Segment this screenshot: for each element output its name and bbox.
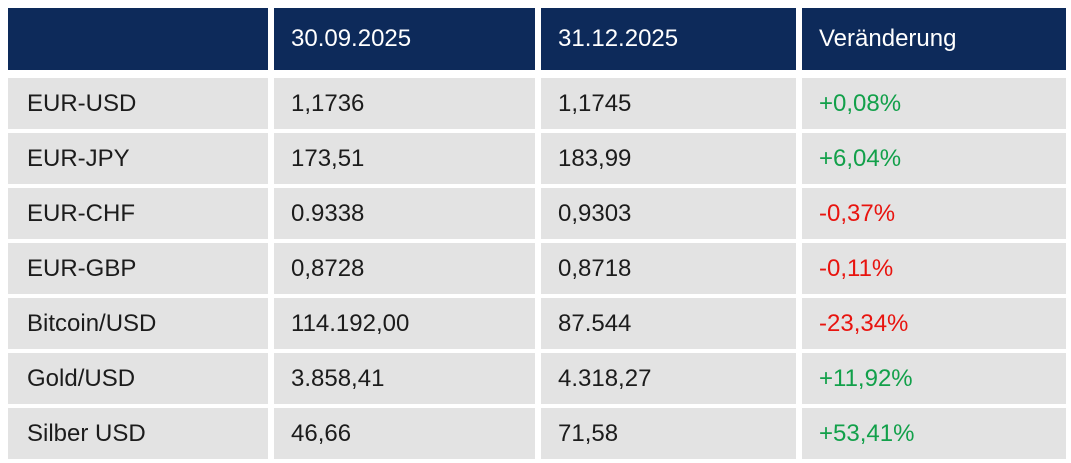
instrument-label: Bitcoin/USD bbox=[8, 298, 268, 349]
value-start: 1,1736 bbox=[274, 78, 535, 129]
value-end: 71,58 bbox=[541, 408, 796, 459]
change-value: +53,41% bbox=[802, 408, 1066, 459]
value-start: 46,66 bbox=[274, 408, 535, 459]
value-start: 3.858,41 bbox=[274, 353, 535, 404]
table-header-row: 30.09.2025 31.12.2025 Veränderung bbox=[8, 8, 1066, 70]
instrument-label: Silber USD bbox=[8, 408, 268, 459]
header-cell-change: Veränderung bbox=[802, 8, 1066, 70]
value-end: 0,9303 bbox=[541, 188, 796, 239]
table-row: Gold/USD 3.858,41 4.318,27 +11,92% bbox=[8, 353, 1066, 404]
value-start: 0.9338 bbox=[274, 188, 535, 239]
value-end: 1,1745 bbox=[541, 78, 796, 129]
instrument-label: EUR-JPY bbox=[8, 133, 268, 184]
instrument-label: Gold/USD bbox=[8, 353, 268, 404]
value-end: 4.318,27 bbox=[541, 353, 796, 404]
change-value: -0,11% bbox=[802, 243, 1066, 294]
table-row: Bitcoin/USD 114.192,00 87.544 -23,34% bbox=[8, 298, 1066, 349]
change-value: +6,04% bbox=[802, 133, 1066, 184]
value-end: 87.544 bbox=[541, 298, 796, 349]
table-row: Silber USD 46,66 71,58 +53,41% bbox=[8, 408, 1066, 459]
instrument-label: EUR-USD bbox=[8, 78, 268, 129]
instrument-label: EUR-CHF bbox=[8, 188, 268, 239]
change-value: -23,34% bbox=[802, 298, 1066, 349]
instrument-label: EUR-GBP bbox=[8, 243, 268, 294]
value-start: 0,8728 bbox=[274, 243, 535, 294]
table-row: EUR-GBP 0,8728 0,8718 -0,11% bbox=[8, 243, 1066, 294]
table-body: EUR-USD 1,1736 1,1745 +0,08% EUR-JPY 173… bbox=[8, 78, 1066, 459]
value-end: 0,8718 bbox=[541, 243, 796, 294]
table-row: EUR-JPY 173,51 183,99 +6,04% bbox=[8, 133, 1066, 184]
value-start: 173,51 bbox=[274, 133, 535, 184]
value-end: 183,99 bbox=[541, 133, 796, 184]
change-value: +0,08% bbox=[802, 78, 1066, 129]
header-cell-empty bbox=[8, 8, 268, 70]
change-value: -0,37% bbox=[802, 188, 1066, 239]
header-cell-date-end: 31.12.2025 bbox=[541, 8, 796, 70]
change-value: +11,92% bbox=[802, 353, 1066, 404]
value-start: 114.192,00 bbox=[274, 298, 535, 349]
header-cell-date-start: 30.09.2025 bbox=[274, 8, 535, 70]
table-row: EUR-USD 1,1736 1,1745 +0,08% bbox=[8, 78, 1066, 129]
table-row: EUR-CHF 0.9338 0,9303 -0,37% bbox=[8, 188, 1066, 239]
